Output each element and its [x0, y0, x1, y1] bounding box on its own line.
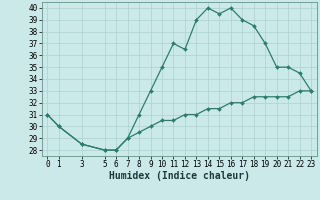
X-axis label: Humidex (Indice chaleur): Humidex (Indice chaleur) [109, 171, 250, 181]
